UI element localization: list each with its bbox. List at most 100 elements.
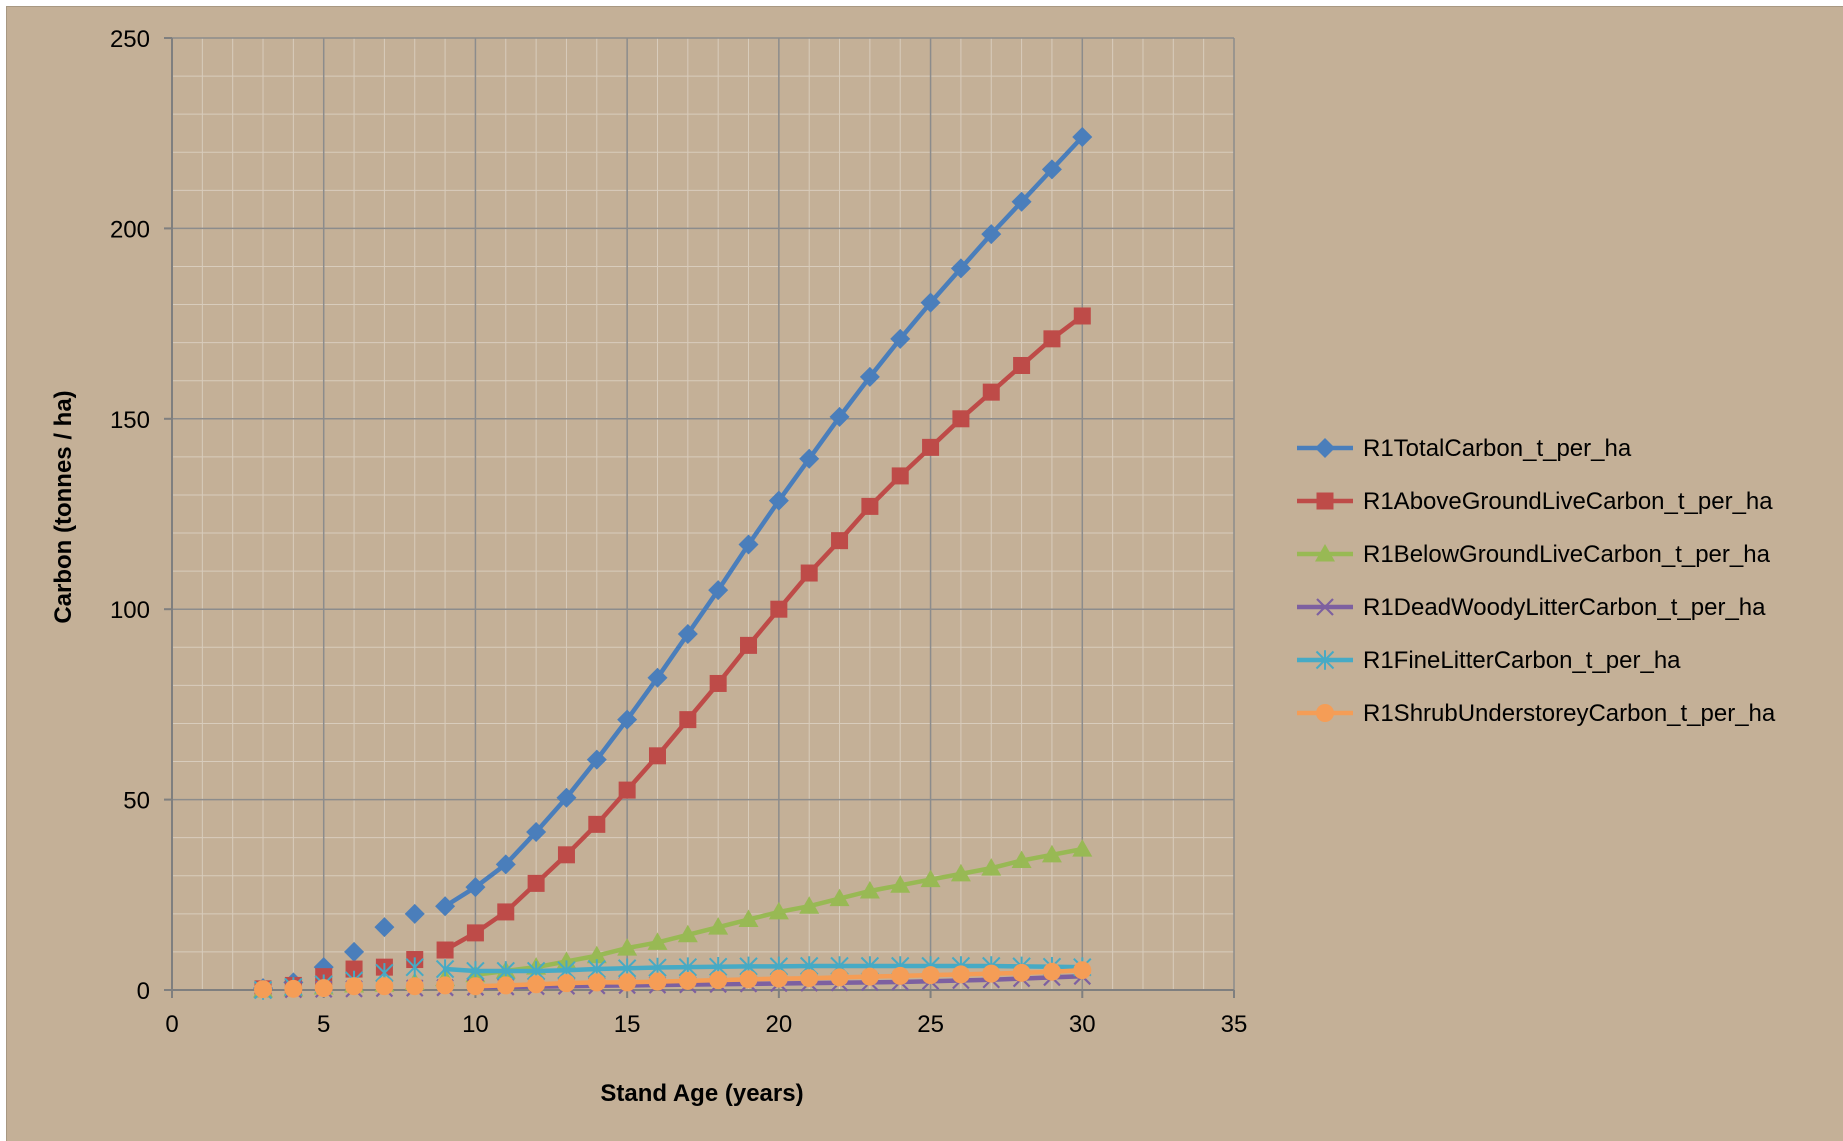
legend-swatch-marker [1316,704,1334,722]
series-line [442,313,1085,953]
y-tick-label: 200 [110,216,150,243]
data-point [981,858,1002,876]
y-tick-label: 0 [137,978,150,1005]
data-point [770,600,788,618]
data-point [436,976,455,995]
line-chart: 0 5 10 15 20 25 30 35 0 50 100 150 200 250 R1TotalCar… [50,26,1776,1107]
data-point [678,971,697,990]
legend-swatch-marker [1315,544,1335,562]
x-tick-label: 0 [165,1011,178,1038]
data-point [800,564,818,582]
data-point [708,580,729,601]
series-R1ShrubUnderstoreyCarbon_t_per_ha [254,961,1092,999]
x-axis-title: Stand Age (years) [600,1080,803,1107]
data-point [466,924,484,942]
series-line [442,963,1085,974]
data-point [466,977,485,996]
data-point [526,821,547,842]
data-point [1041,159,1062,180]
data-point [436,941,454,959]
data-point [831,532,849,550]
y-tick-label: 150 [110,407,150,434]
axes [164,37,1235,998]
data-point [709,971,728,990]
data-point [1013,356,1031,374]
legend-swatch-marker [1316,598,1334,616]
x-tick-label: 10 [462,1011,489,1038]
data-point [890,875,911,893]
data-point [405,957,424,977]
data-point [648,972,667,991]
x-tick-label: 25 [917,1011,944,1038]
series-line [442,134,1085,909]
data-point [1012,963,1031,982]
legend-label: R1AboveGroundLiveCarbon_t_per_ha [1363,488,1773,515]
minor-gridlines [172,38,1234,990]
data-point [618,781,636,799]
legend-swatch-marker [1316,492,1334,510]
data-point [647,667,668,688]
data-point [859,366,880,387]
data-point [891,467,909,485]
data-point [799,896,820,914]
x-tick-label: 30 [1069,1011,1096,1038]
data-point [254,980,273,999]
data-point [1011,850,1032,869]
y-tick-label: 100 [110,597,150,624]
data-point [708,917,729,935]
data-point [374,917,395,938]
legend-swatch-marker [1315,438,1335,458]
data-point [375,977,394,996]
x-tick-label: 20 [766,1011,793,1038]
data-point [587,973,606,992]
data-point [950,258,971,279]
x-tick-label: 15 [614,1011,641,1038]
data-point [982,383,1000,401]
data-point [890,328,911,349]
data-point [740,636,758,654]
legend-label: R1ShrubUnderstoreyCarbon_t_per_ha [1363,700,1776,727]
data-point [618,973,637,992]
legend-label: R1TotalCarbon_t_per_ha [1363,435,1632,462]
data-point [588,815,606,833]
data-point [738,534,759,555]
data-point [739,970,758,989]
data-point [1043,330,1061,348]
data-point [768,490,789,511]
x-tick-label: 35 [1221,1011,1248,1038]
data-point [829,406,850,427]
y-axis-title: Carbon (tonnes / ha) [50,390,77,623]
data-point [859,880,880,899]
legend-item: R1AboveGroundLiveCarbon_t_per_ha [1297,488,1773,515]
tick-labels: 0 5 10 15 20 25 30 35 0 50 100 150 200 250 [110,26,1247,1038]
data-point [952,410,970,428]
data-point [617,709,638,730]
data-point [404,903,425,924]
legend-label: R1FineLitterCarbon_t_per_ha [1363,647,1681,674]
data-point [435,959,455,979]
legend-item: R1BelowGroundLiveCarbon_t_per_ha [1297,541,1771,568]
data-point [497,903,515,921]
data-point [495,854,516,875]
data-point [920,869,941,888]
legend-item: R1ShrubUnderstoreyCarbon_t_per_ha [1297,700,1776,727]
data-point [1073,961,1092,980]
legend-swatch-marker [1315,650,1335,670]
data-point [920,292,941,313]
data-point [769,969,788,988]
data-point [891,966,910,985]
y-tick-label: 50 [123,788,150,815]
data-point [586,945,607,964]
data-point [982,964,1001,983]
y-tick-label: 250 [110,26,150,53]
data-point [738,909,759,928]
data-point [648,747,666,765]
data-point [557,974,576,993]
data-point [677,924,698,943]
data-point [345,960,363,978]
data-point [799,448,820,469]
data-point [435,896,456,917]
legend-item: R1TotalCarbon_t_per_ha [1297,435,1632,462]
data-point [345,977,364,996]
data-point [677,623,698,644]
